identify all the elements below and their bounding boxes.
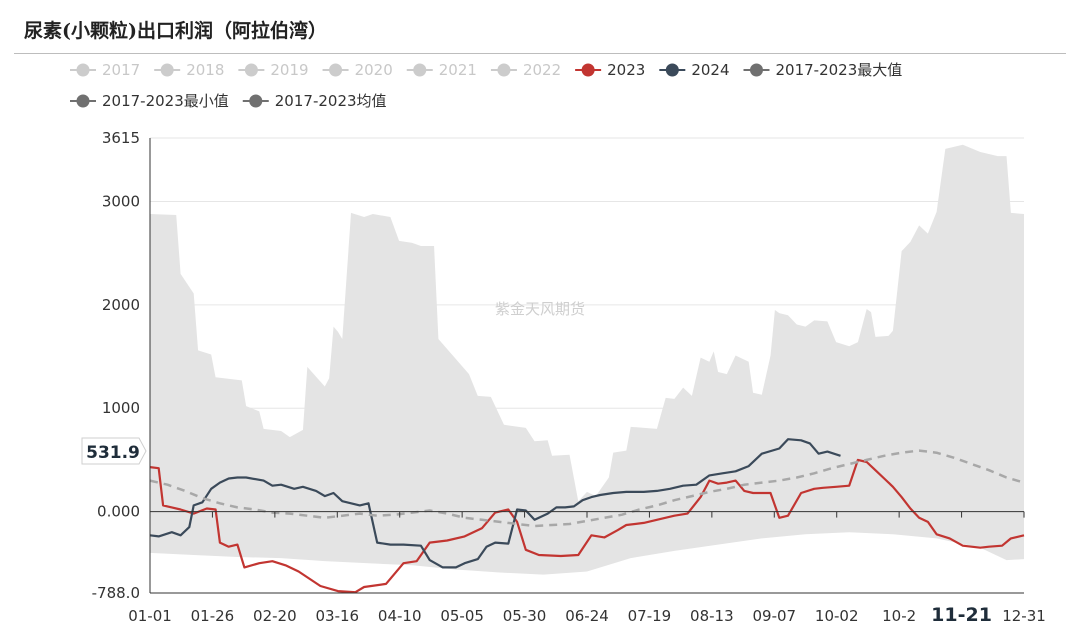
y-tick-label: 0.000 bbox=[97, 503, 140, 521]
pointer-label-value: 531.9 bbox=[86, 443, 140, 463]
legend-label: 2022 bbox=[523, 61, 561, 79]
y-axis-pointer-label: 531.9 bbox=[81, 437, 147, 465]
range-band-max-min bbox=[150, 144, 1024, 575]
legend-item-2018[interactable]: 2018 bbox=[154, 61, 224, 79]
legend-dot-icon bbox=[497, 63, 511, 77]
legend-label: 2017 bbox=[102, 61, 140, 79]
legend-dot-icon bbox=[413, 63, 427, 77]
legend[interactable]: 2017 2018 2019 2020 2021 2022 2023 2024 2017-202… bbox=[70, 61, 902, 110]
series-line-2024 bbox=[149, 438, 841, 569]
legend-label: 2017-2023最大值 bbox=[776, 61, 903, 79]
legend-label: 2019 bbox=[270, 61, 308, 79]
legend-label: 2024 bbox=[691, 61, 729, 79]
legend-dot-icon bbox=[665, 63, 679, 77]
x-tick-label: 02-20 bbox=[253, 607, 297, 625]
legend-dot-icon bbox=[244, 63, 258, 77]
legend-item-2023[interactable]: 2023 bbox=[575, 61, 645, 79]
pointer-label-box bbox=[81, 437, 147, 465]
legend-label: 2020 bbox=[355, 61, 393, 79]
legend-dot-icon bbox=[329, 63, 343, 77]
y-tick-label: 3000 bbox=[102, 193, 140, 211]
x-tick-label: 04-10 bbox=[378, 607, 422, 625]
legend-dot-icon bbox=[76, 94, 90, 108]
legend-dot-icon bbox=[76, 63, 90, 77]
legend-label: 2018 bbox=[186, 61, 224, 79]
axes: 3615 3000 2000 1000 0.000 -788.0 01-01 01-26 02-… bbox=[92, 129, 1046, 626]
x-tick-label: 09-07 bbox=[752, 607, 796, 625]
legend-dot-icon bbox=[249, 94, 263, 108]
watermark: 紫金天风期货 bbox=[495, 300, 585, 318]
legend-dot-icon bbox=[160, 63, 174, 77]
x-tick-label: 08-13 bbox=[690, 607, 734, 625]
y-tick-label: 2000 bbox=[102, 296, 140, 314]
x-axis-pointer-label: 11-21 bbox=[931, 604, 992, 626]
legend-item-2019[interactable]: 2019 bbox=[238, 61, 309, 79]
legend-item-2021[interactable]: 2021 bbox=[406, 61, 477, 79]
x-tick-label: 07-19 bbox=[628, 607, 672, 625]
legend-item-2024[interactable]: 2024 bbox=[659, 61, 730, 79]
legend-label: 2017-2023最小值 bbox=[102, 92, 229, 110]
y-tick-label: 3615 bbox=[102, 129, 140, 147]
chart-title: 尿素(小颗粒)出口利润（阿拉伯湾） bbox=[24, 20, 327, 42]
x-tick-label: 03-16 bbox=[315, 607, 359, 625]
x-tick-label: 12-31 bbox=[1002, 607, 1046, 625]
series-line-2017-2023均值 bbox=[149, 449, 1025, 528]
legend-label: 2017-2023均值 bbox=[275, 92, 387, 110]
x-tick-label: 01-01 bbox=[128, 607, 172, 625]
series-lines bbox=[149, 438, 1025, 594]
legend-label: 2021 bbox=[439, 61, 477, 79]
x-tick-label: 10-2 bbox=[882, 607, 916, 625]
x-tick-label: 01-26 bbox=[191, 607, 235, 625]
legend-item-2017-2023均值[interactable]: 2017-2023均值 bbox=[242, 92, 387, 110]
legend-dot-icon bbox=[581, 63, 595, 77]
y-tick-label: -788.0 bbox=[92, 584, 140, 602]
x-tick-label: 06-24 bbox=[565, 607, 609, 625]
legend-item-2017[interactable]: 2017 bbox=[70, 61, 140, 79]
x-tick-label: 05-30 bbox=[503, 607, 547, 625]
legend-label: 2023 bbox=[607, 61, 645, 79]
legend-item-2020[interactable]: 2020 bbox=[322, 61, 393, 79]
series-line-2023 bbox=[149, 458, 1025, 594]
legend-item-2017-2023最小值[interactable]: 2017-2023最小值 bbox=[70, 92, 229, 110]
y-tick-label: 1000 bbox=[102, 399, 140, 417]
legend-item-2022[interactable]: 2022 bbox=[490, 61, 561, 79]
title-divider bbox=[14, 53, 1066, 54]
legend-item-2017-2023最大值[interactable]: 2017-2023最大值 bbox=[743, 61, 903, 79]
legend-dot-icon bbox=[750, 63, 763, 77]
x-tick-label: 05-05 bbox=[440, 607, 484, 625]
x-tick-label: 10-02 bbox=[815, 607, 859, 625]
